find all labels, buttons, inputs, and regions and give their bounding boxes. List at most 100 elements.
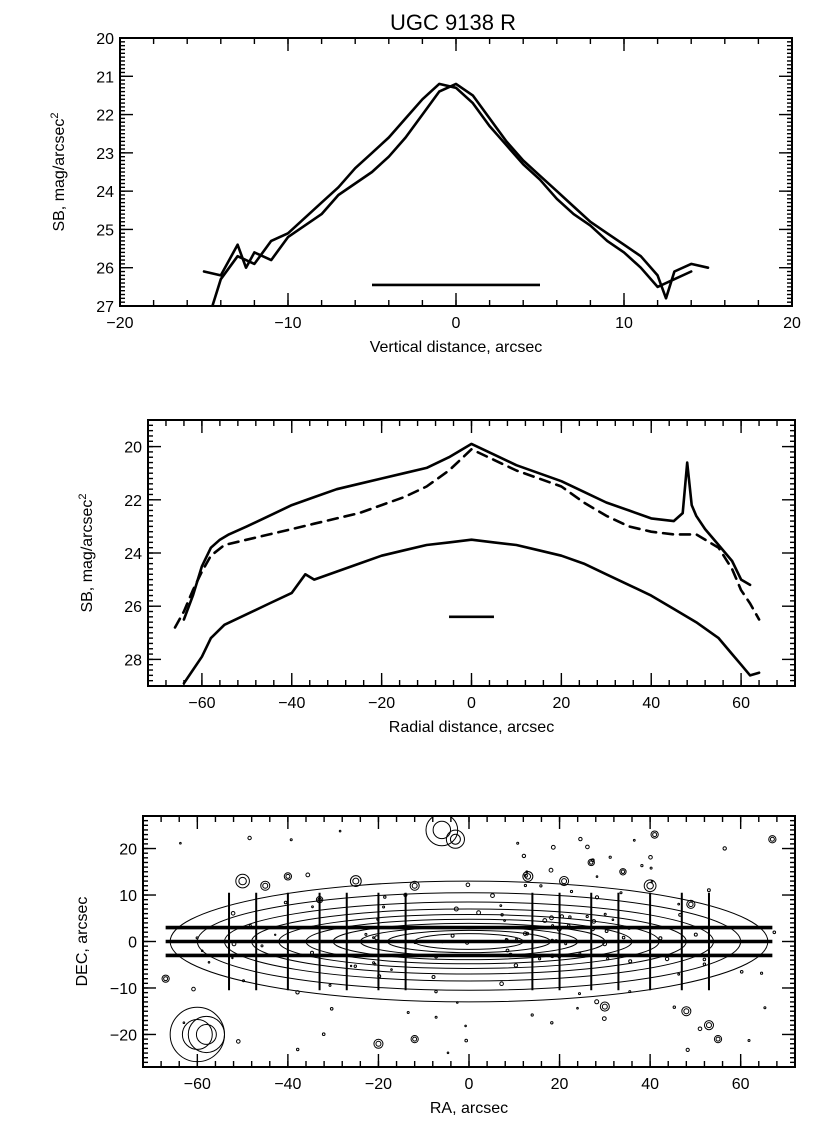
field-object-contour	[409, 880, 420, 891]
field-object-contour	[681, 1006, 692, 1017]
noise-contour	[525, 870, 529, 874]
plot-frame	[147, 419, 796, 687]
noise-contour	[207, 961, 211, 964]
field-object-contour	[683, 1008, 690, 1015]
noise-contour	[200, 949, 204, 953]
noise-contour	[230, 911, 236, 916]
field-object-contour	[445, 829, 465, 849]
noise-contour	[490, 893, 495, 898]
noise-contour	[364, 932, 368, 936]
field-object-contour	[619, 868, 627, 876]
x-tick-label: −40	[278, 695, 305, 712]
noise-contour	[456, 1001, 459, 1004]
x-tick-label: 0	[465, 1076, 474, 1093]
noise-contour	[608, 855, 612, 859]
panel-contour-map: −60 −40 −20 0 20 40 60 −20 −10 0 10 20 RA, arcsec DEC…	[74, 815, 796, 1117]
noise-contour	[603, 912, 607, 916]
noise-contour	[328, 983, 332, 987]
x-tick-label: 20	[552, 695, 570, 712]
noise-contour	[382, 905, 386, 909]
field-object-contour	[163, 976, 169, 982]
noise-contour	[585, 914, 589, 919]
noise-contour	[523, 873, 528, 878]
series-group	[173, 442, 761, 685]
field-object-contour	[715, 1036, 721, 1042]
noise-contour	[465, 882, 471, 888]
noise-contour	[450, 933, 455, 938]
field-object-contour	[260, 880, 271, 891]
noise-contour	[242, 979, 245, 983]
y-tick-label: 24	[96, 184, 114, 201]
x-tick-label: −20	[365, 1076, 392, 1093]
noise-contour	[658, 936, 663, 941]
y-tick-label: −20	[110, 1027, 137, 1044]
y-tick-label: 10	[119, 888, 137, 905]
noise-contour	[550, 1021, 554, 1025]
noise-contour	[649, 866, 653, 870]
noise-contour	[697, 1026, 703, 1032]
contour-group	[161, 816, 777, 1063]
y-tick-label: 22	[124, 493, 142, 510]
noise-contour	[578, 992, 581, 996]
noise-contour	[606, 957, 610, 961]
field-object-contour	[688, 901, 694, 908]
field-object-contour	[432, 820, 452, 840]
noise-contour	[760, 971, 764, 975]
y-tick-label: 27	[96, 299, 114, 316]
noise-contour	[539, 884, 543, 888]
noise-contour	[247, 835, 252, 841]
noise-contour	[296, 1047, 300, 1052]
profile-curve-solid	[202, 82, 710, 300]
field-object-contour	[703, 1020, 715, 1031]
x-tick-label: −40	[274, 1076, 301, 1093]
noise-contour	[772, 930, 777, 935]
y-axis-label-superscript: 2	[49, 112, 61, 118]
field-object-contour	[187, 1015, 225, 1054]
figure-title: UGC 9138 R	[390, 10, 516, 35]
noise-contour	[372, 961, 376, 965]
field-object-contour	[620, 869, 626, 875]
noise-contour	[525, 931, 530, 936]
x-tick-label: 20	[783, 315, 801, 332]
field-object-contour	[283, 872, 293, 881]
field-object-contour	[561, 878, 568, 885]
noise-contour	[576, 1006, 579, 1010]
noise-contour	[522, 931, 528, 936]
field-object-contour	[559, 876, 570, 887]
y-axis-label-superscript: 2	[77, 493, 89, 499]
noise-contour	[640, 864, 644, 868]
noise-contour	[191, 986, 196, 992]
x-axis-label: Radial distance, arcsec	[389, 719, 554, 736]
series-group	[202, 82, 710, 306]
field-object-contour	[646, 881, 654, 890]
noise-contour	[702, 962, 707, 966]
noise-contour	[390, 968, 393, 971]
noise-contour	[594, 999, 600, 1005]
field-object-contour	[769, 836, 775, 842]
field-object-contour	[235, 873, 250, 889]
noise-contour	[453, 906, 459, 912]
noise-contour	[464, 1024, 467, 1028]
noise-contour	[383, 895, 387, 899]
field-object-contour	[768, 835, 777, 844]
x-axis-label: Vertical distance, arcsec	[370, 339, 543, 356]
noise-contour	[274, 933, 277, 936]
noise-contour	[329, 1007, 334, 1011]
profile-curve-dashed	[173, 448, 761, 629]
noise-contour	[595, 875, 599, 878]
x-tick-label: 0	[467, 695, 476, 712]
field-object-contour	[650, 830, 659, 839]
x-tick-label: 20	[551, 1076, 569, 1093]
noise-contour	[559, 914, 565, 919]
noise-contour	[550, 844, 556, 850]
noise-contour	[677, 902, 681, 906]
noise-contour	[372, 936, 375, 939]
noise-contour	[349, 964, 353, 968]
noise-contour	[434, 1015, 438, 1019]
noise-contour	[590, 858, 595, 863]
noise-contour	[621, 935, 626, 940]
x-tick-label: −20	[368, 695, 395, 712]
y-axis-label: SB, mag/arcsec2	[77, 493, 96, 612]
y-axis-label: SB, mag/arcsec2	[49, 112, 68, 231]
field-object-contour	[449, 833, 461, 845]
